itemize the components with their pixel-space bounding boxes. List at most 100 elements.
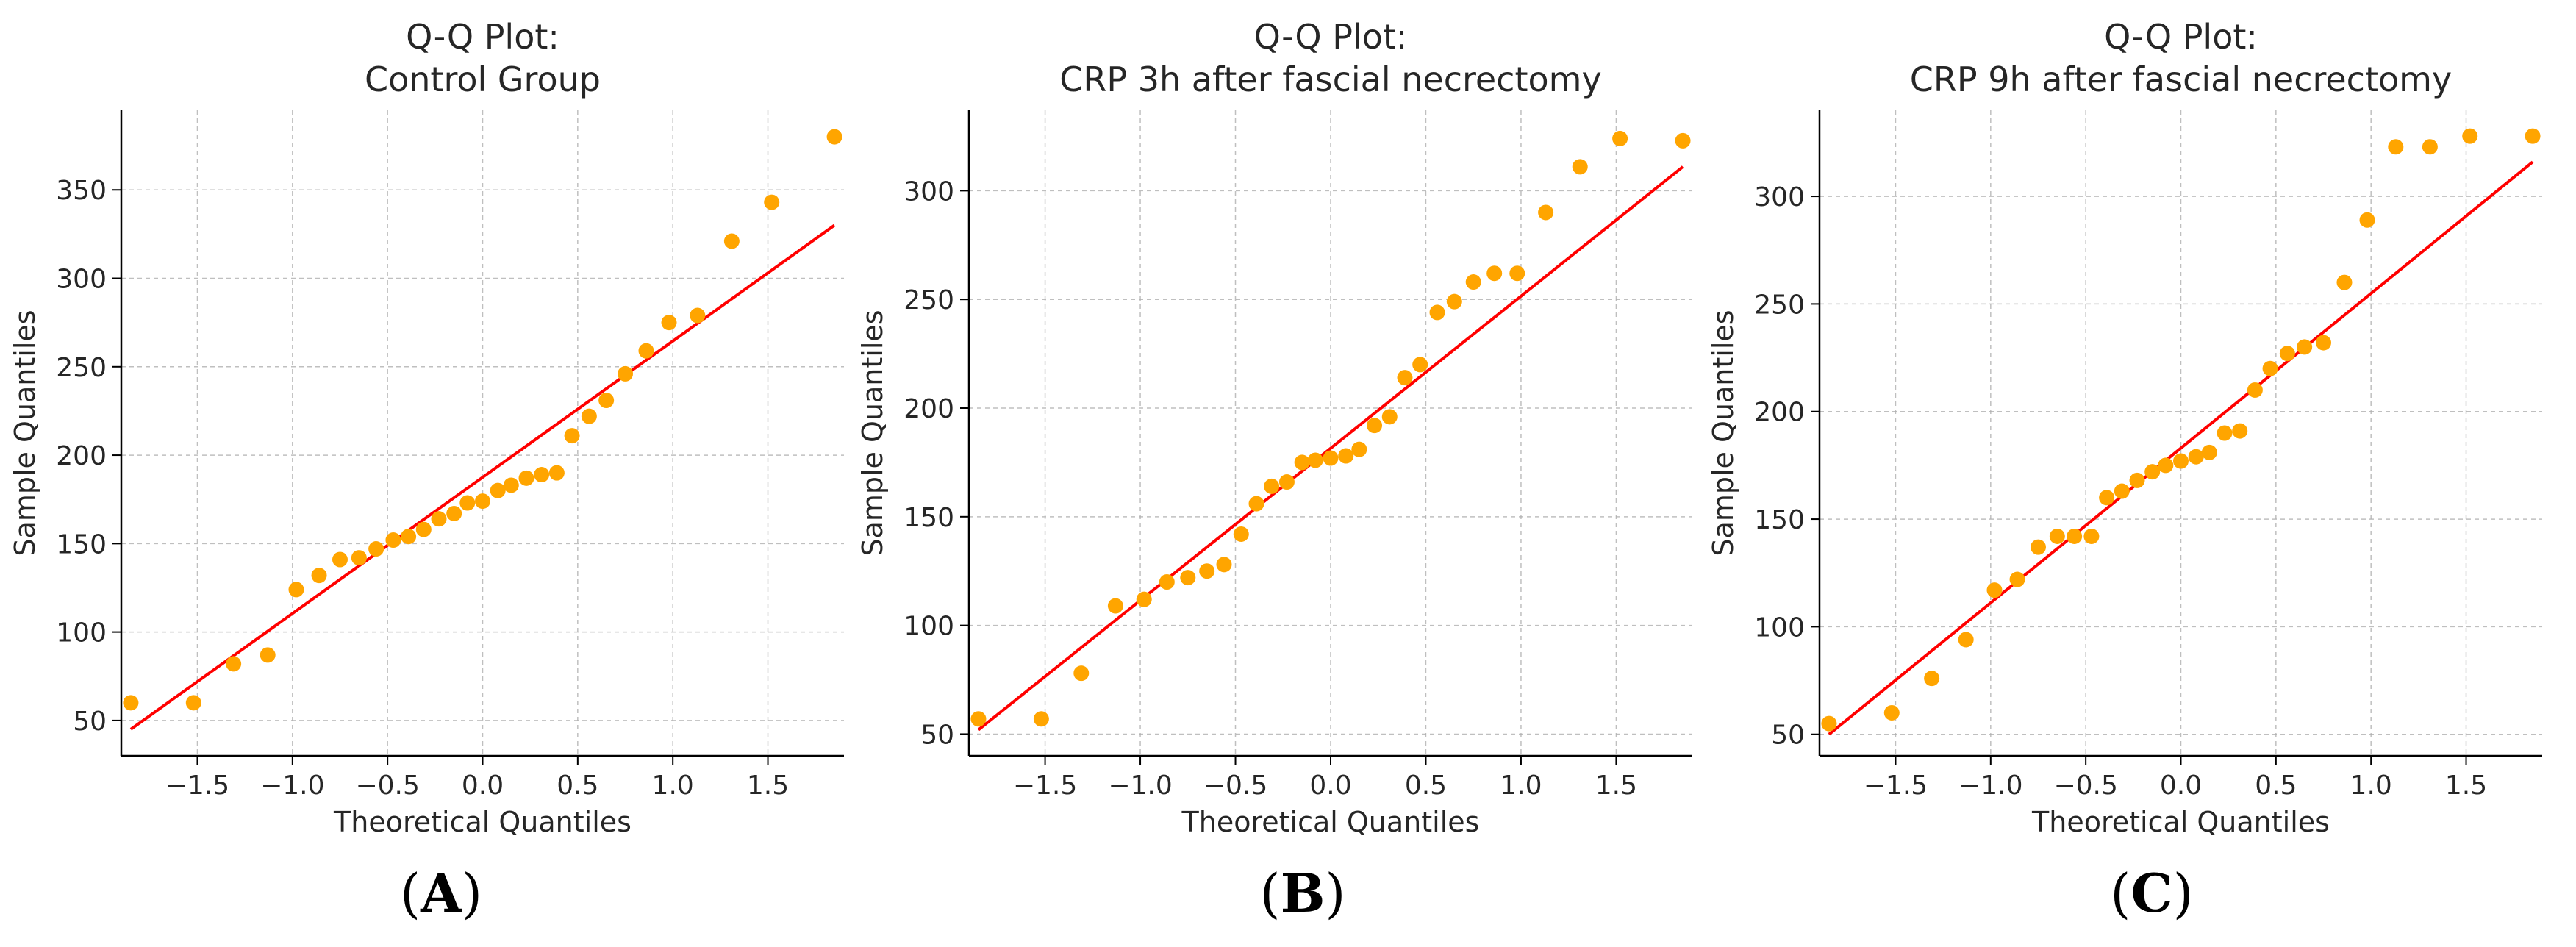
chart-panel-c: −1.5 −1.0 −0.5 0.0 0.5 1.0 1.5 50 100 150 200 250 30… [1707,17,2542,924]
data-point [415,521,432,537]
panel-letter: (B) [1259,862,1345,924]
data-point [2049,528,2065,544]
data-point [1159,574,1175,590]
y-tick-label: 200 [1754,398,1805,428]
y-tick-label: 150 [56,529,107,560]
data-point [1883,704,1900,721]
data-point [2262,360,2278,376]
data-point [2217,425,2233,441]
x-tick-label: 0.0 [1309,771,1351,801]
x-tick-label: 0.0 [2160,771,2202,801]
data-point [1073,665,1090,682]
x-tick-label: 1.0 [652,771,694,801]
y-tick-label: 100 [904,612,954,642]
data-point [1381,409,1398,425]
data-point [2316,335,2332,351]
data-point [2336,274,2353,290]
y-tick-label: 50 [920,720,954,750]
panel-letter: (A) [400,862,482,924]
data-point [2158,457,2174,474]
data-point [1675,132,1691,149]
data-point [1351,441,1367,457]
y-tick-label: 50 [73,707,107,737]
x-tick-label: 1.5 [2445,771,2487,801]
panel-letter-text: A [420,862,462,924]
data-point [2129,472,2145,488]
data-point [2462,128,2478,144]
data-point [1397,370,1413,386]
y-tick-label: 250 [1754,290,1805,320]
data-point [1264,478,1280,494]
x-tick-label: −1.5 [1013,771,1077,801]
x-tick-label: 1.5 [1595,771,1637,801]
x-tick-label: −0.5 [2053,771,2117,801]
panel-letter-close-paren: ) [1325,862,1345,924]
y-tick-label: 350 [56,176,107,206]
y-tick-label: 150 [904,503,954,533]
chart-title-line-2: CRP 9h after fascial necrectomy [1910,60,2452,99]
data-point [2359,212,2375,228]
data-point [534,467,550,483]
data-point [564,428,580,444]
data-point [723,233,740,249]
x-tick-label: 1.5 [747,771,789,801]
data-point [431,511,447,527]
data-point [2279,346,2295,362]
x-tick-label: −1.5 [165,771,229,801]
data-point [2144,464,2161,480]
data-point [1233,526,1249,542]
data-point [475,493,490,510]
data-point [368,541,384,557]
data-point [661,315,677,331]
data-point [1429,304,1445,321]
data-point [401,529,417,545]
data-point [1465,274,1481,290]
data-point [2422,139,2438,155]
y-axis-label: Sample Quantiles [856,310,889,556]
x-axis-label: Theoretical Quantiles [2031,806,2330,838]
data-point [638,343,654,359]
y-axis-label: Sample Quantiles [1707,310,1739,556]
data-point [1958,632,1974,648]
data-point [2525,128,2541,144]
chart-panel-a: −1.5 −1.0 −0.5 0.0 0.5 1.0 1.5 50 100 150 200 250 30… [9,17,844,924]
chart-panel-b: −1.5 −1.0 −0.5 0.0 0.5 1.0 1.5 50 100 150 200 250 30… [856,17,1692,924]
x-tick-label: 0.5 [1405,771,1447,801]
x-axis-label: Theoretical Quantiles [1181,806,1480,838]
data-point [1367,418,1383,434]
data-point [548,465,565,481]
x-tick-label: −1.0 [1108,771,1172,801]
data-point [518,470,534,486]
data-point [2030,539,2046,555]
data-point [764,194,780,210]
chart-title-line-1: Q-Q Plot: [2104,17,2258,57]
y-tick-label: 50 [1771,721,1805,751]
data-point [1509,265,1525,282]
data-point [1446,293,1462,310]
x-tick-label: −1.5 [1864,771,1928,801]
data-point [1924,671,1940,687]
data-point [1294,454,1310,471]
data-point [1572,159,1588,175]
y-tick-label: 100 [56,618,107,648]
reference-line [1828,160,2534,736]
data-point [2188,449,2204,465]
y-tick-label: 300 [56,265,107,295]
data-point [1248,496,1264,512]
data-point [459,495,476,511]
data-point [311,568,327,584]
data-point [2009,571,2025,587]
data-point [2232,423,2248,439]
data-point [618,365,634,382]
data-point [123,695,139,711]
panel-letter-text: C [2130,862,2172,924]
chart-title-line-2: CRP 3h after fascial necrectomy [1059,60,1601,99]
data-point [1821,715,1837,732]
data-point [2114,483,2130,499]
data-point [1486,265,1503,282]
panel-letter-open-paren: ( [400,862,421,924]
data-point [226,656,242,672]
x-tick-label: −1.0 [260,771,324,801]
y-tick-label: 250 [56,353,107,383]
data-point [185,695,201,711]
